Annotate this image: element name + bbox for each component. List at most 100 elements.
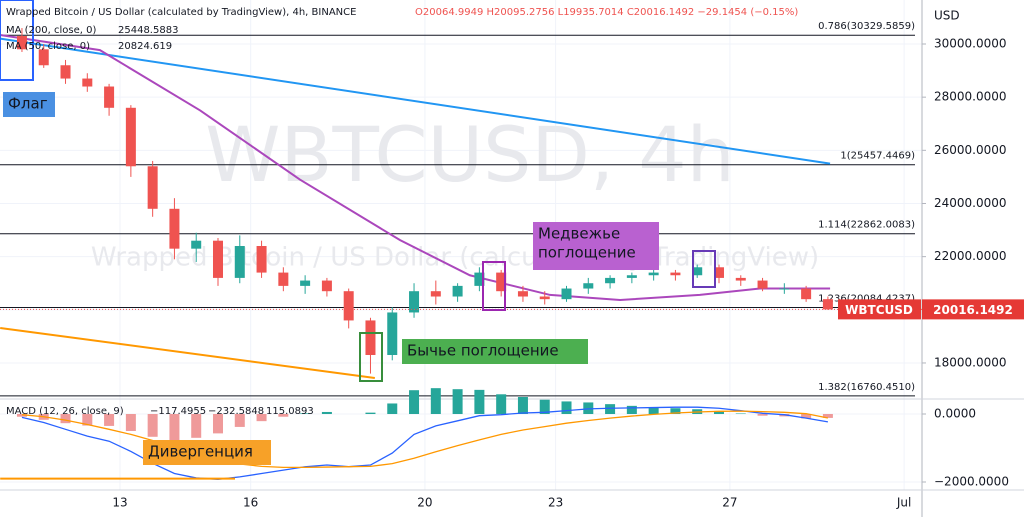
candle-body: [452, 285, 463, 297]
macd-line: [21, 406, 829, 480]
y-tick-label: 24000.0000: [934, 196, 1007, 210]
histogram-bar: [648, 407, 659, 415]
histogram-bar: [735, 413, 746, 415]
candle-body: [60, 65, 71, 79]
candle-body: [125, 107, 136, 167]
fib-label: 1.382(16760.4510): [818, 382, 915, 393]
y-tick-label: 28000.0000: [934, 90, 1007, 104]
histogram-bar: [278, 414, 289, 417]
candle-body: [648, 272, 659, 276]
histogram-bar: [125, 414, 136, 432]
highlight-box: [0, 0, 34, 81]
candle-body: [169, 208, 180, 249]
histogram-bar: [104, 414, 115, 426]
candle-body: [409, 291, 420, 313]
candle-body: [387, 312, 398, 355]
watermark: WBTCUSD, 4h: [205, 110, 735, 199]
histogram-bar: [626, 405, 637, 415]
candle-body: [583, 283, 594, 289]
candle-body: [561, 288, 572, 300]
price-tag: [922, 299, 1024, 320]
legend-name: MA (200, close, 0): [6, 25, 96, 36]
legend-title: MACD (12, 26, close, 9): [6, 406, 124, 417]
candle-body: [539, 296, 550, 300]
x-tick-label: Jul: [896, 496, 911, 510]
x-tick-label: 16: [243, 496, 258, 510]
annotation-text: Бычье поглощение: [407, 342, 559, 360]
x-tick-label: 23: [548, 496, 563, 510]
histogram-bar: [474, 389, 485, 415]
price-tag-text: 20016.1492: [933, 303, 1013, 317]
candle-body: [605, 277, 616, 284]
candle-body: [365, 320, 376, 355]
symbol-tag: [838, 299, 921, 320]
candle-body: [779, 288, 790, 290]
axis-unit: USD: [934, 9, 960, 23]
candle-body: [104, 86, 115, 108]
histogram-bar: [670, 408, 681, 415]
highlight-box: [692, 250, 716, 288]
legend-value: −117.4955: [150, 406, 206, 417]
candle-body: [626, 275, 637, 278]
histogram-bar: [539, 399, 550, 415]
symbol-tag-text: WBTCUSD: [845, 303, 913, 317]
y-tick-label: 30000.0000: [934, 36, 1007, 50]
candle-body: [692, 267, 703, 276]
legend-value: −232.5848: [208, 406, 264, 417]
moving-average: [0, 33, 831, 301]
candle-body: [147, 166, 158, 209]
histogram-bar: [452, 389, 463, 415]
annotation-text: Дивергенция: [148, 443, 253, 461]
histogram-bar: [321, 411, 332, 415]
annotation-box: [533, 222, 659, 270]
legend-title: Wrapped Bitcoin / US Dollar (calculated …: [6, 7, 356, 18]
moving-average: [0, 37, 831, 165]
histogram-bar: [713, 410, 724, 415]
candle-body: [713, 267, 724, 278]
histogram-bar: [605, 404, 616, 415]
annotation-box: [402, 339, 588, 364]
y-tick-label: 18000.0000: [934, 355, 1007, 369]
fib-label: 1.114(22862.0083): [818, 220, 915, 231]
x-tick-label: 27: [722, 496, 737, 510]
candle-body: [256, 246, 267, 273]
candle-body: [801, 288, 812, 300]
histogram-bar: [234, 414, 245, 427]
y-tick-label: 26000.0000: [934, 143, 1007, 157]
legend-ohlc: O20064.9949 H20095.2756 L19935.7014 C200…: [415, 7, 798, 18]
legend-value: 25448.5883: [118, 25, 178, 36]
candle-body: [670, 272, 681, 276]
y-tick-label: 0.0000: [934, 407, 976, 421]
annotation-text: Флаг: [8, 95, 48, 113]
candle-body: [191, 240, 202, 249]
candle-body: [234, 246, 245, 278]
trend-line: [0, 326, 375, 380]
candle-body: [517, 291, 528, 297]
legend-name: MA (50, close, 0): [6, 41, 90, 52]
annotation-text: поглощение: [538, 244, 636, 262]
candle-body: [474, 272, 485, 286]
highlight-box: [359, 332, 383, 382]
candle-body: [822, 299, 833, 310]
candle-body: [430, 291, 441, 297]
histogram-bar: [430, 388, 441, 415]
candle-body: [300, 280, 311, 286]
candle-body: [321, 280, 332, 292]
histogram-bar: [212, 414, 223, 434]
candle-body: [343, 291, 354, 321]
fib-label: 0.786(30329.5859): [818, 21, 915, 32]
histogram-bar: [822, 414, 833, 418]
candle-body: [212, 240, 223, 278]
x-tick-label: 20: [417, 496, 432, 510]
histogram-bar: [801, 414, 812, 419]
fib-label: 1(25457.4469): [840, 151, 915, 162]
histogram-bar: [517, 397, 528, 415]
histogram-bar: [365, 412, 376, 415]
histogram-bar: [60, 414, 71, 424]
annotation-text: Медвежье: [538, 225, 620, 243]
candle-body: [38, 49, 49, 66]
histogram-bar: [496, 394, 507, 415]
histogram-bar: [387, 403, 398, 415]
legend-value: 115.0893: [266, 406, 314, 417]
